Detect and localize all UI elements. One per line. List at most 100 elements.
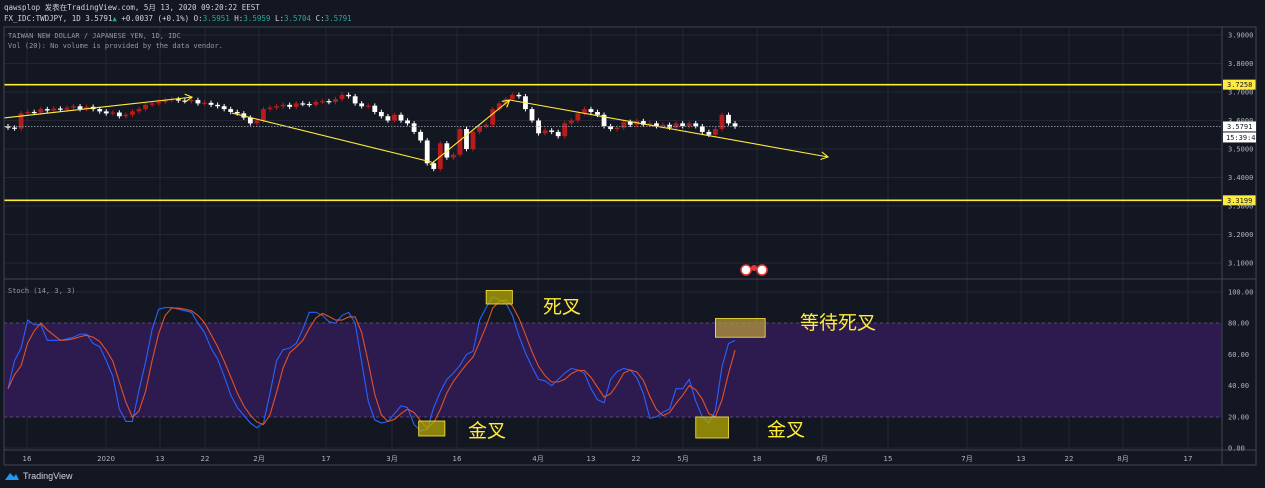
candle-body [208,102,214,105]
candle-body [483,124,489,127]
candle-body [562,123,568,137]
level-badge [1223,79,1256,90]
annotation-text: 金叉 [767,419,805,441]
stoch-tick-label: 80.00 [1228,320,1249,328]
price-tick-label: 3.1000 [1228,260,1253,268]
time-tick-label: 22 [1065,455,1074,463]
candle-body [25,111,31,114]
candle-body [470,131,476,149]
close-label: C: [315,14,325,23]
chart-frame [3,26,1257,466]
candle-body [287,104,293,107]
level-label: 3.7258 [1227,81,1252,89]
candle-body [385,116,391,121]
stoch-tick-label: 0.00 [1228,445,1245,453]
low-label: L: [274,14,284,23]
trend-line [4,96,193,119]
highlight-box [715,318,766,338]
open-label: O: [193,14,203,23]
candle-body [719,114,725,130]
candle-body [509,94,515,100]
candle-body [595,111,600,115]
candle-body [516,94,522,97]
price-tick-label: 3.9000 [1228,32,1253,40]
events-icon[interactable] [740,264,768,276]
candle-body [136,109,142,112]
time-tick-label: 15 [884,455,893,463]
time-tick-label: 6月 [816,455,827,463]
last-price-label: 3.5791 [1227,123,1252,131]
trend-arrow-head [184,93,194,103]
pane-title: TAIWAN NEW DOLLAR / JAPANESE YEN, 1D, ID… [8,32,181,40]
candle-body [254,120,260,124]
candle-body [58,108,63,110]
symbol-ohlc: FX_IDC:TWDJPY, 1D 3.5791▲ +0.0037 (+0.1%… [4,14,352,23]
time-tick-label: 22 [632,455,641,463]
candle-body [378,111,384,117]
candle-body [706,131,712,135]
stoch-d-line [7,299,736,429]
candle-body [726,114,731,124]
stoch-band [4,323,1222,417]
time-tick-label: 2月 [253,455,264,463]
candle-body [156,101,162,104]
change-label: +0.0037 (+0.1%) [121,14,190,23]
high-value: 3.5959 [243,14,271,23]
candle-body [306,103,312,106]
candle-body [326,101,332,103]
tradingview-logo[interactable]: TradingView [4,471,73,481]
stoch-k-line [7,295,736,432]
price-tick-label: 3.4000 [1228,174,1253,182]
candle-body [549,130,555,132]
candle-body [627,121,633,125]
candle-body [189,99,194,102]
candle-body [333,99,338,102]
countdown-label: 15:39:41 [1226,134,1260,142]
candle-body [601,114,607,127]
candle-body [31,111,37,114]
time-tick-label: 16 [23,455,32,463]
time-tick-label: 13 [587,455,596,463]
stoch-tick-label: 40.00 [1228,382,1249,390]
candle-body [647,123,653,125]
stoch-tick-label: 60.00 [1228,351,1249,359]
candle-body [529,109,535,121]
time-tick-label: 17 [1184,455,1193,463]
stoch-title: Stoch (14, 3, 3) [8,287,75,295]
candle-body [71,106,76,108]
candle-body [202,102,207,105]
level-label: 3.3199 [1227,197,1252,205]
cloud-logo-icon [5,473,19,480]
candle-body [621,121,627,128]
candle-body [398,114,404,121]
highlight-box [695,416,729,439]
candle-body [713,129,718,135]
trend-line [509,99,829,158]
candle-body [123,114,129,117]
candle-body [77,106,83,110]
candle-body [673,123,679,128]
publish-info: qawsplop 发表在TradingView.com, 5月 13, 2020… [4,3,260,12]
price-tick-label: 3.7000 [1228,89,1253,97]
candle-body [130,111,135,115]
candle-body [12,127,17,129]
up-arrow-icon: ▲ [112,14,117,23]
trend-arrow-head [820,151,830,161]
candle-body [614,127,620,130]
candle-body [228,109,234,112]
candle-body [143,104,148,110]
candle-body [97,109,103,112]
countdown-badge [1223,132,1256,143]
candle-body [5,126,11,128]
candle-body [149,103,155,105]
candle-body [51,108,57,111]
candle-body [555,131,561,137]
candle-body [582,109,587,114]
time-tick-label: 17 [322,455,331,463]
trend-line [429,99,511,166]
candle-body [215,104,220,107]
time-tick-label: 18 [753,455,762,463]
candle-body [116,112,122,117]
candle-body [542,130,548,134]
